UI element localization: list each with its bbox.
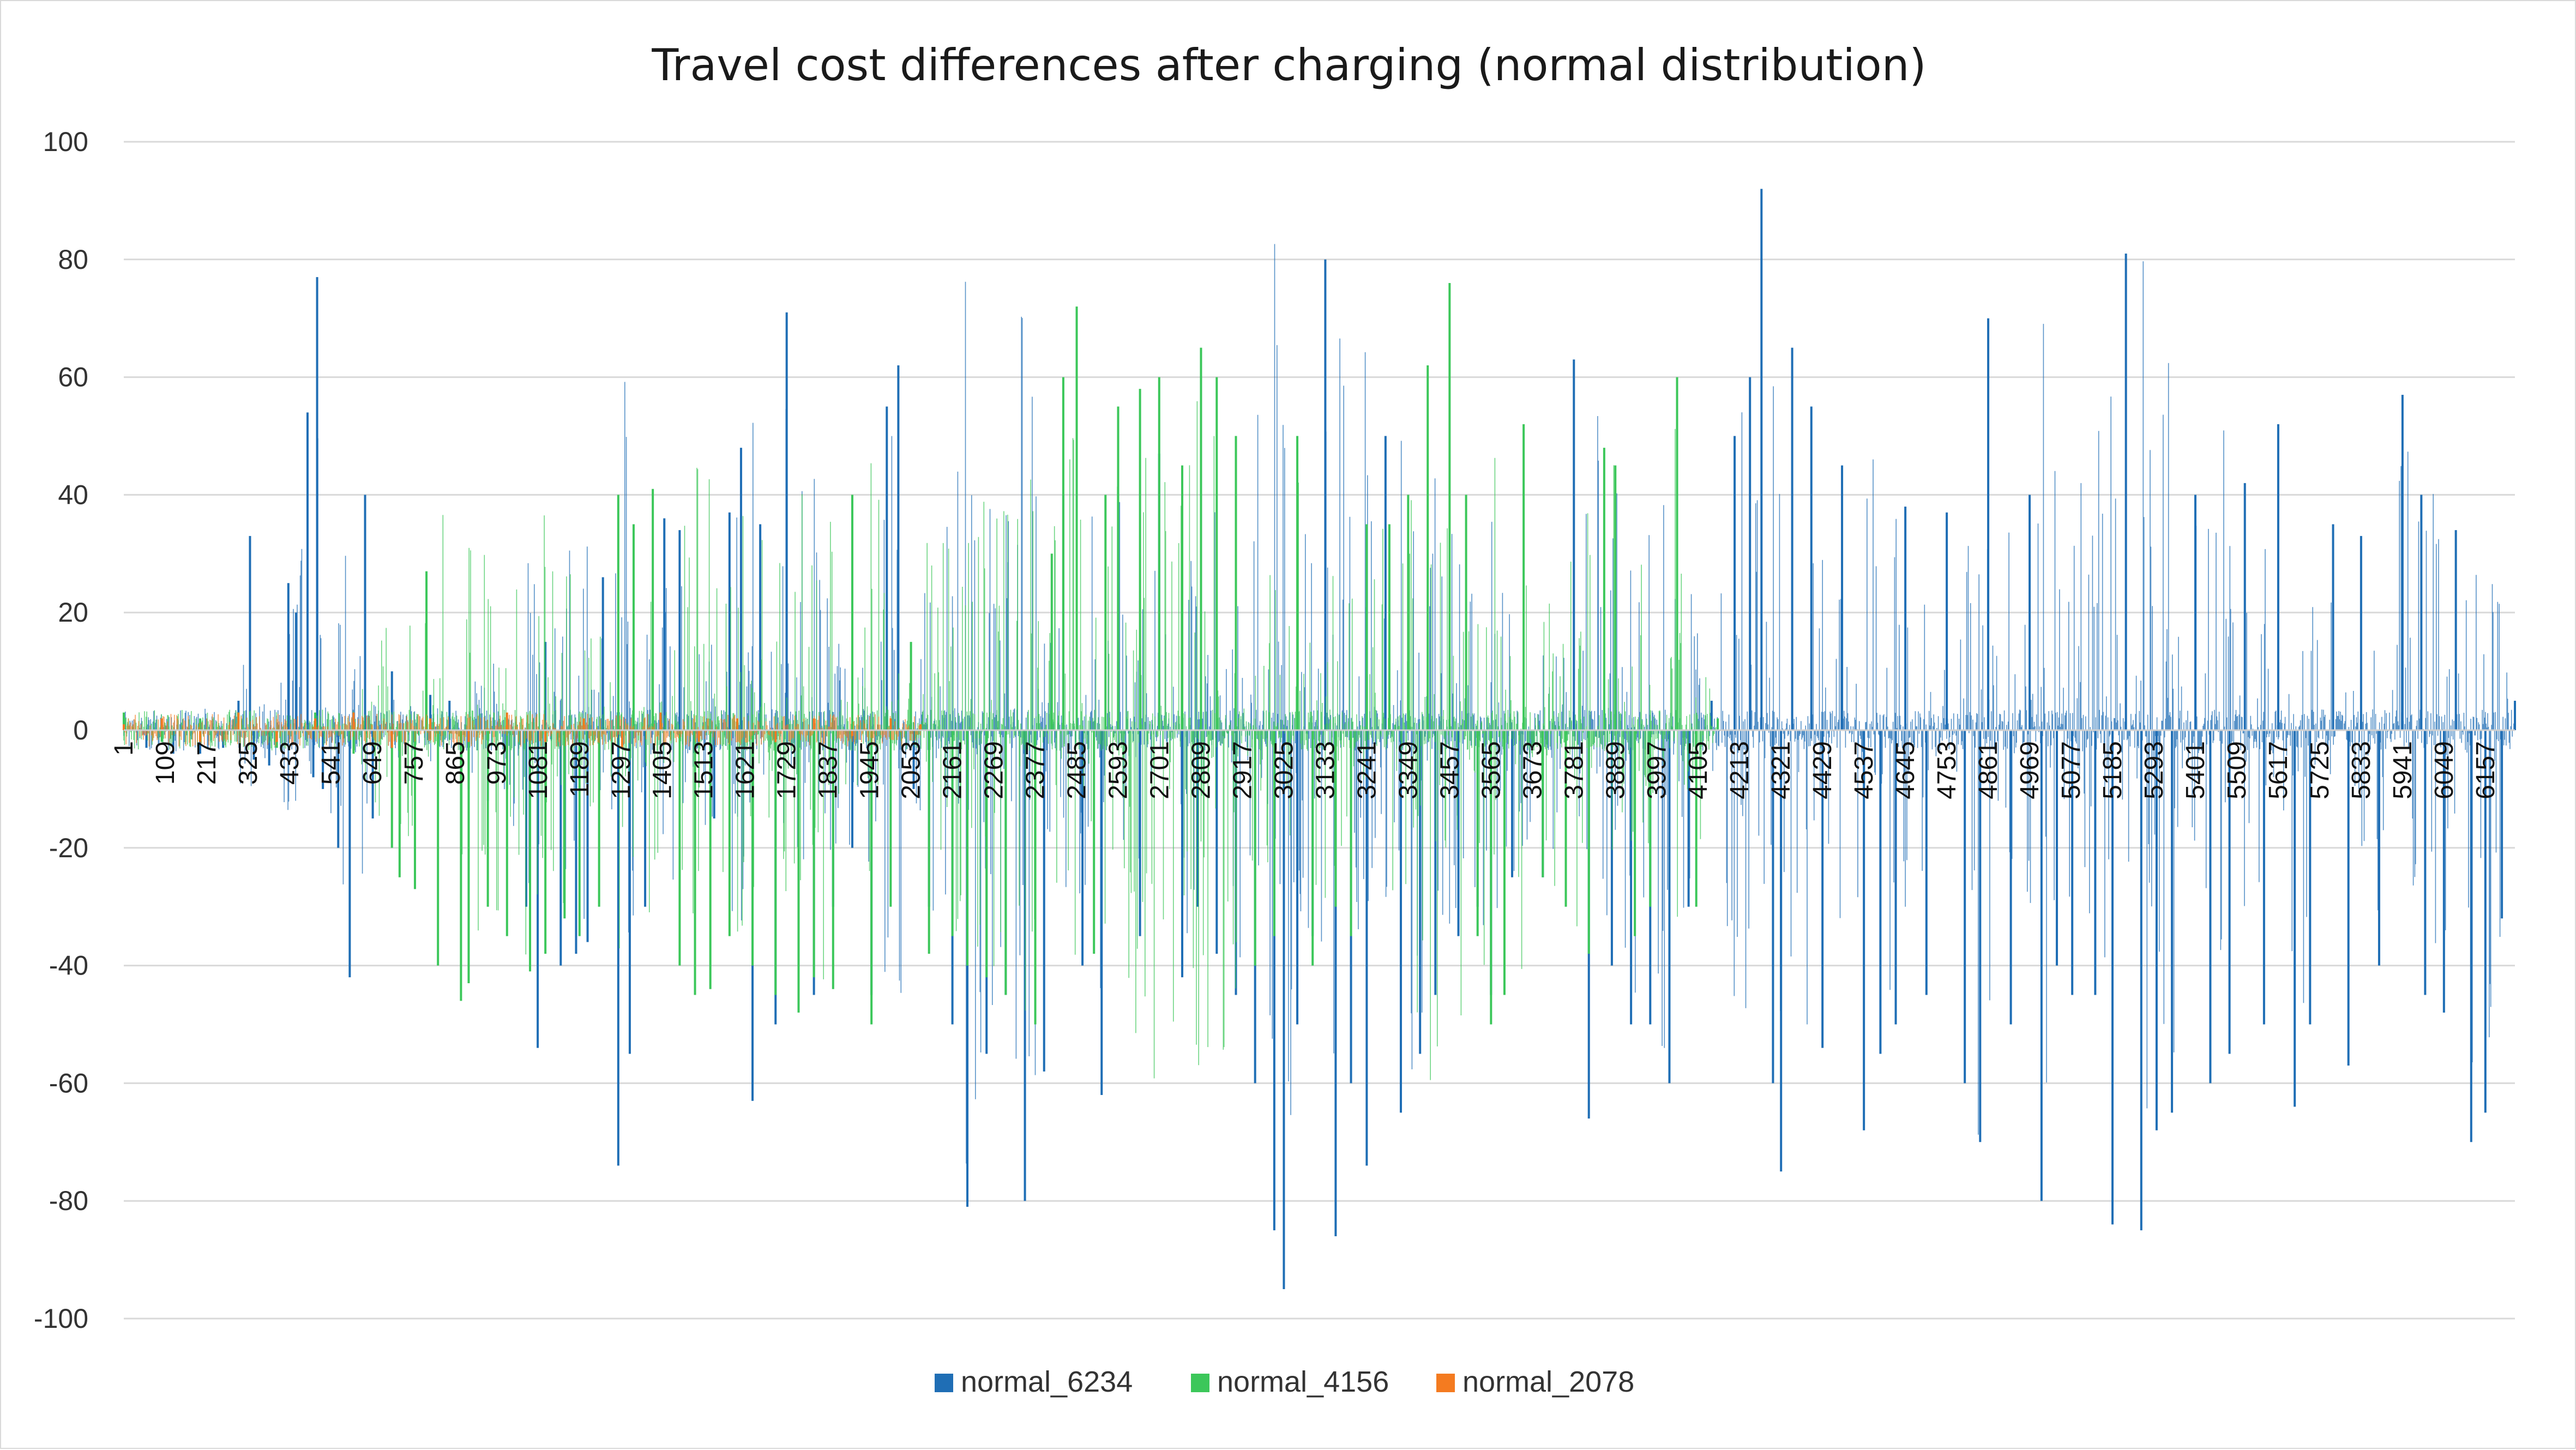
series-normal_6234 <box>123 189 2516 1290</box>
x-tick-label: 2161 <box>938 741 967 799</box>
x-tick-label: 4213 <box>1725 741 1754 799</box>
bars-normal_2078 <box>123 714 921 747</box>
x-tick-label: 6049 <box>2430 741 2459 799</box>
legend-label: normal_2078 <box>1462 1365 1634 1398</box>
x-tick-label: 6157 <box>2471 741 2500 799</box>
x-tick-label: 1729 <box>773 741 802 799</box>
x-tick-label: 4321 <box>1767 741 1796 799</box>
x-tick-label: 5185 <box>2098 741 2127 799</box>
y-tick-label: -40 <box>49 950 88 981</box>
x-tick-label: 433 <box>275 741 304 785</box>
y-tick-label: -60 <box>49 1068 88 1098</box>
y-tick-label: -100 <box>34 1303 88 1334</box>
x-tick-label: 1081 <box>524 741 553 799</box>
x-tick-label: 1 <box>110 741 139 756</box>
x-tick-label: 2053 <box>897 741 926 799</box>
y-tick-label: -80 <box>49 1186 88 1216</box>
x-tick-label: 3889 <box>1601 741 1630 799</box>
x-tick-label: 1405 <box>648 741 677 799</box>
x-tick-labels: 1 109 217 325 433 541 649 757 865 973 1081 1189 1297… <box>110 741 2500 799</box>
legend-swatch <box>1191 1374 1209 1392</box>
series-normal_4156 <box>123 282 1719 1080</box>
x-tick-label: 3457 <box>1435 741 1464 799</box>
x-tick-label: 4645 <box>1891 741 1920 799</box>
x-tick-label: 2593 <box>1104 741 1133 799</box>
x-tick-label: 4105 <box>1684 741 1713 799</box>
x-tick-label: 325 <box>234 741 263 785</box>
x-tick-label: 2269 <box>980 741 1009 799</box>
x-tick-label: 2377 <box>1021 741 1050 799</box>
x-tick-label: 4861 <box>1974 741 2003 799</box>
x-tick-label: 3241 <box>1352 741 1381 799</box>
legend-swatch <box>935 1374 953 1392</box>
x-tick-label: 541 <box>317 741 346 785</box>
x-tick-label: 1945 <box>856 741 884 799</box>
x-tick-label: 3673 <box>1518 741 1547 799</box>
x-tick-label: 5617 <box>2264 741 2293 799</box>
y-tick-label: 60 <box>58 362 88 393</box>
legend: normal_6234 normal_4156 normal_2078 <box>935 1365 1634 1398</box>
chart-title: Travel cost differences after charging (… <box>651 40 1926 91</box>
legend-swatch <box>1436 1374 1455 1392</box>
x-tick-label: 757 <box>400 741 429 785</box>
x-tick-label: 3997 <box>1642 741 1671 799</box>
y-tick-label: 80 <box>58 244 88 275</box>
x-tick-label: 2485 <box>1063 741 1092 799</box>
legend-item-normal_6234: normal_6234 <box>935 1365 1133 1398</box>
x-tick-label: 5293 <box>2140 741 2169 799</box>
x-tick-label: 109 <box>151 741 180 785</box>
y-tick-labels: 100 80 60 40 20 0 -20 -40 -60 -80 -100 <box>34 127 88 1334</box>
x-tick-label: 1513 <box>690 741 719 799</box>
y-tick-label: -20 <box>49 833 88 863</box>
x-tick-label: 1297 <box>607 741 636 799</box>
x-tick-label: 2809 <box>1187 741 1215 799</box>
x-tick-label: 1837 <box>814 741 843 799</box>
y-tick-label: 0 <box>73 715 88 745</box>
legend-label: normal_6234 <box>961 1365 1133 1398</box>
x-tick-label: 3025 <box>1269 741 1298 799</box>
x-tick-label: 4429 <box>1808 741 1837 799</box>
x-tick-label: 5725 <box>2306 741 2334 799</box>
x-tick-label: 2917 <box>1228 741 1257 799</box>
x-tick-label: 3781 <box>1560 741 1588 799</box>
x-tick-label: 5077 <box>2057 741 2086 799</box>
y-tick-label: 40 <box>58 479 88 510</box>
x-tick-label: 3565 <box>1477 741 1506 799</box>
y-tick-label: 20 <box>58 597 88 628</box>
x-tick-label: 4753 <box>1933 741 1961 799</box>
x-tick-label: 3133 <box>1311 741 1340 799</box>
x-tick-label: 865 <box>441 741 470 785</box>
x-tick-label: 2701 <box>1145 741 1174 799</box>
x-tick-label: 3349 <box>1394 741 1423 799</box>
x-tick-label: 5941 <box>2388 741 2417 799</box>
x-tick-label: 4537 <box>1850 741 1879 799</box>
bars-normal_6234 <box>123 244 2515 1164</box>
series-normal_2078 <box>123 712 922 748</box>
y-tick-label: 100 <box>43 127 88 157</box>
legend-label: normal_4156 <box>1217 1365 1389 1398</box>
x-tick-label: 217 <box>192 741 221 785</box>
legend-item-normal_2078: normal_2078 <box>1436 1365 1634 1398</box>
x-tick-label: 4969 <box>2015 741 2044 799</box>
x-tick-label: 1189 <box>565 741 594 797</box>
x-tick-label: 649 <box>358 741 387 785</box>
series-layer <box>123 189 2516 1290</box>
x-tick-label: 973 <box>483 741 511 785</box>
legend-item-normal_4156: normal_4156 <box>1191 1365 1389 1398</box>
x-tick-label: 5833 <box>2347 741 2376 799</box>
x-tick-label: 5509 <box>2223 741 2252 799</box>
x-tick-label: 5401 <box>2181 741 2210 799</box>
x-tick-label: 1621 <box>731 741 760 799</box>
